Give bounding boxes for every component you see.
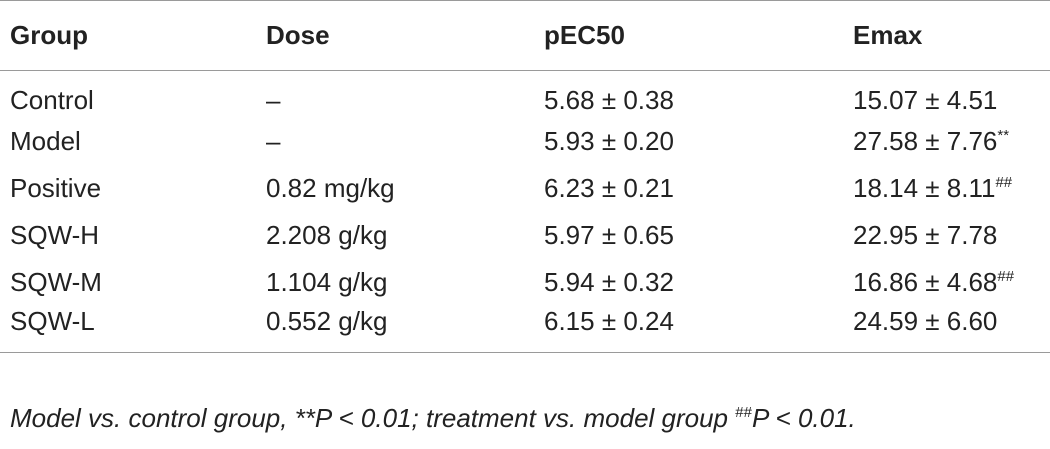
table-row: SQW-L 0.552 g/kg 6.15 ± 0.24 24.59 ± 6.6… <box>0 305 1050 353</box>
emax-value: 16.86 ± 4.68 <box>853 266 998 297</box>
cell-pec50: 5.68 ± 0.38 <box>544 84 674 115</box>
table-header: Group Dose pEC50 Emax <box>0 0 1050 71</box>
cell-dose: 1.104 g/kg <box>266 266 388 297</box>
cell-group: Model <box>10 125 81 156</box>
cell-group: Positive <box>10 172 102 203</box>
emax-value: 15.07 ± 4.51 <box>853 84 998 115</box>
table-row: Positive 0.82 mg/kg 6.23 ± 0.21 18.14 ± … <box>0 165 1050 212</box>
results-table-container: Group Dose pEC50 Emax Control – 5.68 ± 0… <box>0 0 1050 353</box>
header-group: Group <box>0 0 256 71</box>
table-row: SQW-M 1.104 g/kg 5.94 ± 0.32 16.86 ± 4.6… <box>0 259 1050 306</box>
significance-mark: ## <box>995 173 1013 191</box>
cell-emax: 22.95 ± 7.78 <box>843 212 1050 259</box>
significance-mark: ## <box>997 267 1015 285</box>
cell-emax: 16.86 ± 4.68## <box>843 259 1050 306</box>
emax-value: 27.58 ± 7.76 <box>853 125 998 156</box>
cell-pec50: 6.15 ± 0.24 <box>534 305 843 353</box>
cell-emax: 18.14 ± 8.11## <box>843 165 1050 212</box>
cell-pec50: 5.97 ± 0.65 <box>544 219 674 250</box>
table-row: Control – 5.68 ± 0.38 15.07 ± 4.51 <box>0 71 1050 118</box>
table-body: Control – 5.68 ± 0.38 15.07 ± 4.51 Model… <box>0 71 1050 353</box>
table-row: SQW-H 2.208 g/kg 5.97 ± 0.65 22.95 ± 7.7… <box>0 212 1050 259</box>
cell-pec50: 5.94 ± 0.32 <box>544 266 674 297</box>
footnote-text-part1: Model vs. control group, **P < 0.01; tre… <box>10 403 736 433</box>
footnote-significance-mark: ## <box>735 404 752 421</box>
cell-dose: 2.208 g/kg <box>266 219 388 250</box>
emax-value: 18.14 ± 8.11 <box>853 172 996 203</box>
cell-group: SQW-H <box>10 219 100 250</box>
significance-mark: ** <box>997 126 1010 144</box>
header-emax: Emax <box>843 0 1050 71</box>
cell-dose: 0.552 g/kg <box>256 305 534 353</box>
cell-dose: – <box>266 84 281 115</box>
cell-group: Control <box>10 84 94 115</box>
cell-emax: 24.59 ± 6.60 <box>843 305 1050 353</box>
cell-emax: 15.07 ± 4.51 <box>843 71 1050 118</box>
cell-emax: 27.58 ± 7.76** <box>843 118 1050 165</box>
header-pec50: pEC50 <box>534 0 843 71</box>
emax-value: 24.59 ± 6.60 <box>853 306 998 337</box>
table-row: Model – 5.93 ± 0.20 27.58 ± 7.76** <box>0 118 1050 165</box>
cell-group: SQW-M <box>10 266 102 297</box>
results-table: Group Dose pEC50 Emax Control – 5.68 ± 0… <box>0 0 1050 353</box>
cell-group: SQW-L <box>0 305 256 353</box>
emax-value: 22.95 ± 7.78 <box>853 219 998 250</box>
cell-pec50: 5.93 ± 0.20 <box>544 125 674 156</box>
cell-dose: 0.82 mg/kg <box>266 172 395 203</box>
footnote-text-part2: P < 0.01. <box>751 403 856 433</box>
header-dose: Dose <box>256 0 534 71</box>
cell-dose: – <box>266 125 281 156</box>
table-footnote: Model vs. control group, **P < 0.01; tre… <box>10 403 856 434</box>
cell-pec50: 6.23 ± 0.21 <box>544 172 674 203</box>
header-row: Group Dose pEC50 Emax <box>0 0 1050 71</box>
